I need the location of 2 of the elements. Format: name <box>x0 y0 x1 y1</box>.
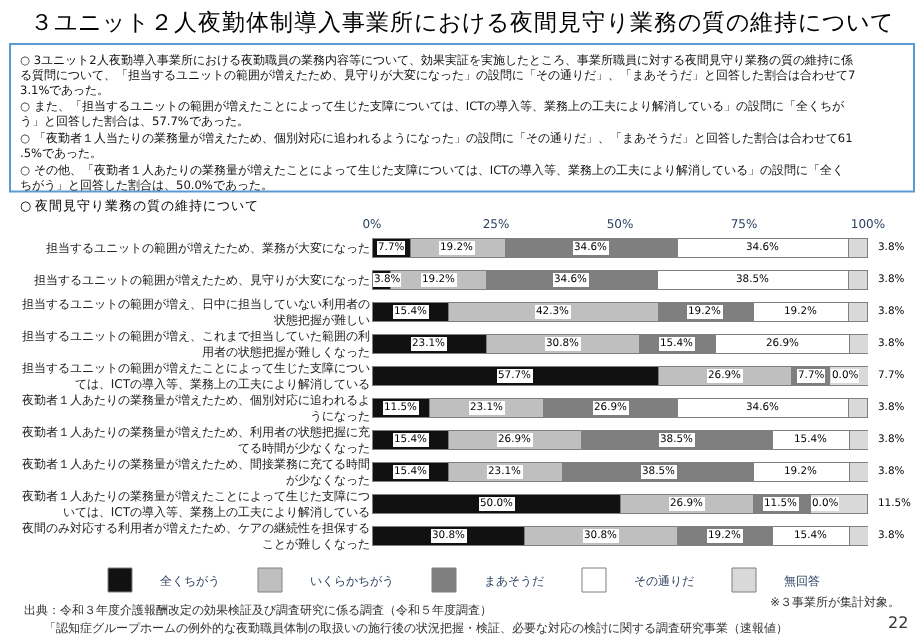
text: 22 <box>888 614 909 632</box>
chart-title: ３ユニット２人夜勤体制導入事業所における夜間見守り業務の質の維持について <box>30 8 894 36</box>
